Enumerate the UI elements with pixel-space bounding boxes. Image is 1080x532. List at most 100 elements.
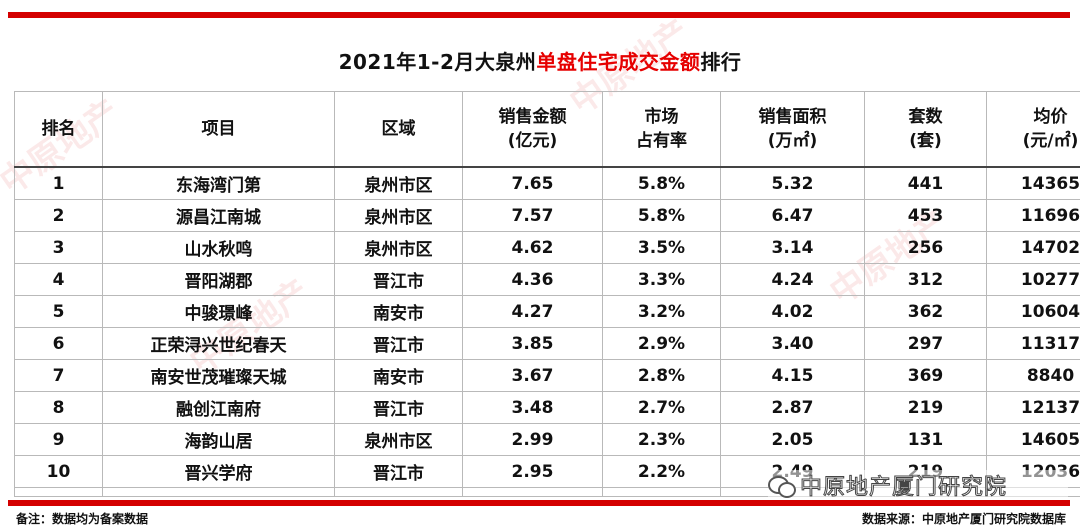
cell-sales-area: 2.87 <box>720 391 865 424</box>
table-row: 5 中骏璟峰 南安市 4.27 3.2% 4.02 362 10604 <box>14 295 1080 328</box>
table-row: 3 山水秋鸣 泉州市区 4.62 3.5% 3.14 256 14702 <box>14 231 1080 264</box>
col-rank: 排名 <box>14 91 103 168</box>
cell-area: 泉州市区 <box>334 231 463 264</box>
col-market-share: 市场 占有率 <box>602 91 721 168</box>
cell-area: 泉州市区 <box>334 423 463 456</box>
cell-project: 源昌江南城 <box>102 199 335 232</box>
cell-sales-amount: 3.67 <box>462 359 603 392</box>
cell-rank: 3 <box>14 231 103 264</box>
cell-sales-area: 6.47 <box>720 199 865 232</box>
cell-market-share: 2.2% <box>602 455 721 488</box>
cell-market-share: 2.9% <box>602 327 721 360</box>
cell-project: 融创江南府 <box>102 391 335 424</box>
cell-avg-price: 11696 <box>986 199 1080 232</box>
cell-market-share: 3.2% <box>602 295 721 328</box>
table-row: 1 东海湾门第 泉州市区 7.65 5.8% 5.32 441 14365 <box>14 166 1080 200</box>
cell-market-share: 5.8% <box>602 199 721 232</box>
cell-avg-price: 8840 <box>986 359 1080 392</box>
cell-avg-price: 10277 <box>986 263 1080 296</box>
cell-area: 晋江市 <box>334 391 463 424</box>
cell-avg-price: 11317 <box>986 327 1080 360</box>
cell-avg-price: 12137 <box>986 391 1080 424</box>
cell-rank: 9 <box>14 423 103 456</box>
wechat-icon <box>768 474 796 498</box>
bottom-red-bar <box>8 500 1070 506</box>
cell-avg-price: 10604 <box>986 295 1080 328</box>
footer-note: 备注：数据均为备案数据 <box>16 512 149 526</box>
cell-project: 晋阳湖郡 <box>102 263 335 296</box>
cell-sales-amount: 4.27 <box>462 295 603 328</box>
cell-sales-amount: 4.62 <box>462 231 603 264</box>
cell-units: 256 <box>864 231 987 264</box>
wechat-overlay: 中原地产厦门研究院 <box>768 470 1068 501</box>
col-sales-amount: 销售金额 (亿元) <box>462 91 603 168</box>
cell-area: 晋江市 <box>334 263 463 296</box>
table-header-row: 排名 项目 区域 销售金额 (亿元) 市场 占有率 销售面积 (万㎡) 套数 (套) 均… <box>14 91 1080 168</box>
col-area: 区域 <box>334 91 463 168</box>
cell-project: 正荣浔兴世纪春天 <box>102 327 335 360</box>
cell-area: 南安市 <box>334 359 463 392</box>
cell-area: 晋江市 <box>334 455 463 488</box>
cell-area: 泉州市区 <box>334 166 463 200</box>
cell-rank: 2 <box>14 199 103 232</box>
cell-sales-area: 4.02 <box>720 295 865 328</box>
table-row: 7 南安世茂璀璨天城 南安市 3.67 2.8% 4.15 369 8840 <box>14 359 1080 392</box>
cell-rank: 5 <box>14 295 103 328</box>
cell-project: 海韵山居 <box>102 423 335 456</box>
col-avg-price: 均价 (元/㎡) <box>986 91 1080 168</box>
page-title: 2021年1-2月大泉州单盘住宅成交金额排行 <box>0 46 1080 75</box>
wechat-account-name: 中原地产厦门研究院 <box>799 475 1008 501</box>
cell-project: 中骏璟峰 <box>102 295 335 328</box>
cell-market-share: 5.8% <box>602 166 721 200</box>
cell-units: 453 <box>864 199 987 232</box>
cell-project: 南安世茂璀璨天城 <box>102 359 335 392</box>
cell-rank: 1 <box>14 166 103 200</box>
cell-rank: 4 <box>14 263 103 296</box>
cell-project: 山水秋鸣 <box>102 231 335 264</box>
cell-units: 369 <box>864 359 987 392</box>
cell-sales-amount: 3.48 <box>462 391 603 424</box>
cell-sales-amount: 3.85 <box>462 327 603 360</box>
cell-area: 晋江市 <box>334 327 463 360</box>
cell-area: 泉州市区 <box>334 199 463 232</box>
cell-sales-amount: 4.36 <box>462 263 603 296</box>
cell-units: 362 <box>864 295 987 328</box>
cell-sales-area: 4.15 <box>720 359 865 392</box>
cell-units: 131 <box>864 423 987 456</box>
footer-source: 数据来源：中原地产厦门研究院数据库 <box>861 512 1066 526</box>
cell-units: 312 <box>864 263 987 296</box>
table-row: 4 晋阳湖郡 晋江市 4.36 3.3% 4.24 312 10277 <box>14 263 1080 296</box>
cell-avg-price: 14702 <box>986 231 1080 264</box>
table-row: 2 源昌江南城 泉州市区 7.57 5.8% 6.47 453 11696 <box>14 199 1080 232</box>
cell-area: 南安市 <box>334 295 463 328</box>
col-project: 项目 <box>102 91 335 168</box>
cell-rank: 6 <box>14 327 103 360</box>
cell-sales-amount: 2.95 <box>462 455 603 488</box>
title-highlight: 单盘住宅成交金额 <box>536 50 701 74</box>
cell-sales-amount: 7.57 <box>462 199 603 232</box>
cell-units: 219 <box>864 391 987 424</box>
cell-units: 297 <box>864 327 987 360</box>
cell-rank: 8 <box>14 391 103 424</box>
cell-rank: 7 <box>14 359 103 392</box>
cell-market-share: 3.3% <box>602 263 721 296</box>
cell-project: 东海湾门第 <box>102 166 335 200</box>
cell-rank: 10 <box>14 455 103 488</box>
cell-market-share: 3.5% <box>602 231 721 264</box>
cell-sales-area: 5.32 <box>720 166 865 200</box>
cell-project: 晋兴学府 <box>102 455 335 488</box>
cell-sales-area: 2.05 <box>720 423 865 456</box>
cell-sales-amount: 2.99 <box>462 423 603 456</box>
top-red-bar <box>8 12 1070 18</box>
cell-units: 441 <box>864 166 987 200</box>
cell-market-share: 2.3% <box>602 423 721 456</box>
title-prefix: 2021年1-2月大泉州 <box>338 50 537 74</box>
cell-sales-area: 4.24 <box>720 263 865 296</box>
cell-sales-area: 3.40 <box>720 327 865 360</box>
cell-market-share: 2.7% <box>602 391 721 424</box>
cell-sales-amount: 7.65 <box>462 166 603 200</box>
table-row: 6 正荣浔兴世纪春天 晋江市 3.85 2.9% 3.40 297 11317 <box>14 327 1080 360</box>
cell-avg-price: 14605 <box>986 423 1080 456</box>
ranking-table: 排名 项目 区域 销售金额 (亿元) 市场 占有率 销售面积 (万㎡) 套数 (套) 均… <box>14 91 1080 497</box>
table-row: 9 海韵山居 泉州市区 2.99 2.3% 2.05 131 14605 <box>14 423 1080 456</box>
